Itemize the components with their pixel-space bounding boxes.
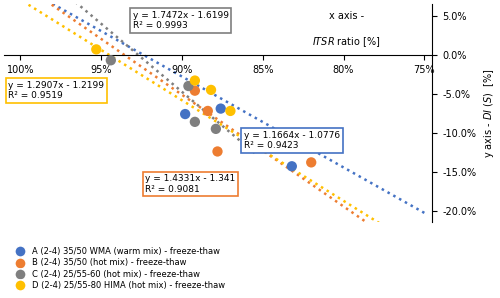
Text: y = 1.2907x - 1.2199
R² = 0.9519: y = 1.2907x - 1.2199 R² = 0.9519: [8, 80, 104, 100]
Point: [191, 88, 199, 93]
Point: [307, 160, 315, 165]
Point: [181, 112, 189, 117]
Point: [204, 108, 212, 113]
Point: [214, 149, 222, 154]
Text: $\it{ITSR}$ ratio [%]: $\it{ITSR}$ ratio [%]: [312, 35, 381, 49]
Point: [216, 106, 224, 111]
Text: y = 1.1664x - 1.0776
R² = 0.9423: y = 1.1664x - 1.0776 R² = 0.9423: [244, 131, 340, 150]
Point: [288, 164, 296, 169]
Point: [184, 84, 192, 89]
Point: [92, 47, 100, 52]
Point: [107, 58, 115, 63]
Point: [212, 126, 220, 131]
Text: x axis -: x axis -: [329, 11, 364, 21]
Y-axis label: y axis - $DI$ $(S)$  [%]: y axis - $DI$ $(S)$ [%]: [482, 69, 496, 158]
Point: [191, 119, 199, 124]
Text: y = 1.4331x - 1.341
R² = 0.9081: y = 1.4331x - 1.341 R² = 0.9081: [146, 174, 236, 194]
Legend: A (2-4) 35/50 WMA (warm mix) - freeze-thaw, B (2-4) 35/50 (hot mix) - freeze-tha: A (2-4) 35/50 WMA (warm mix) - freeze-th…: [8, 244, 228, 293]
Point: [191, 78, 199, 83]
Point: [207, 88, 215, 92]
Text: y = 1.7472x - 1.6199
R² = 0.9993: y = 1.7472x - 1.6199 R² = 0.9993: [132, 11, 228, 30]
Point: [226, 108, 234, 113]
